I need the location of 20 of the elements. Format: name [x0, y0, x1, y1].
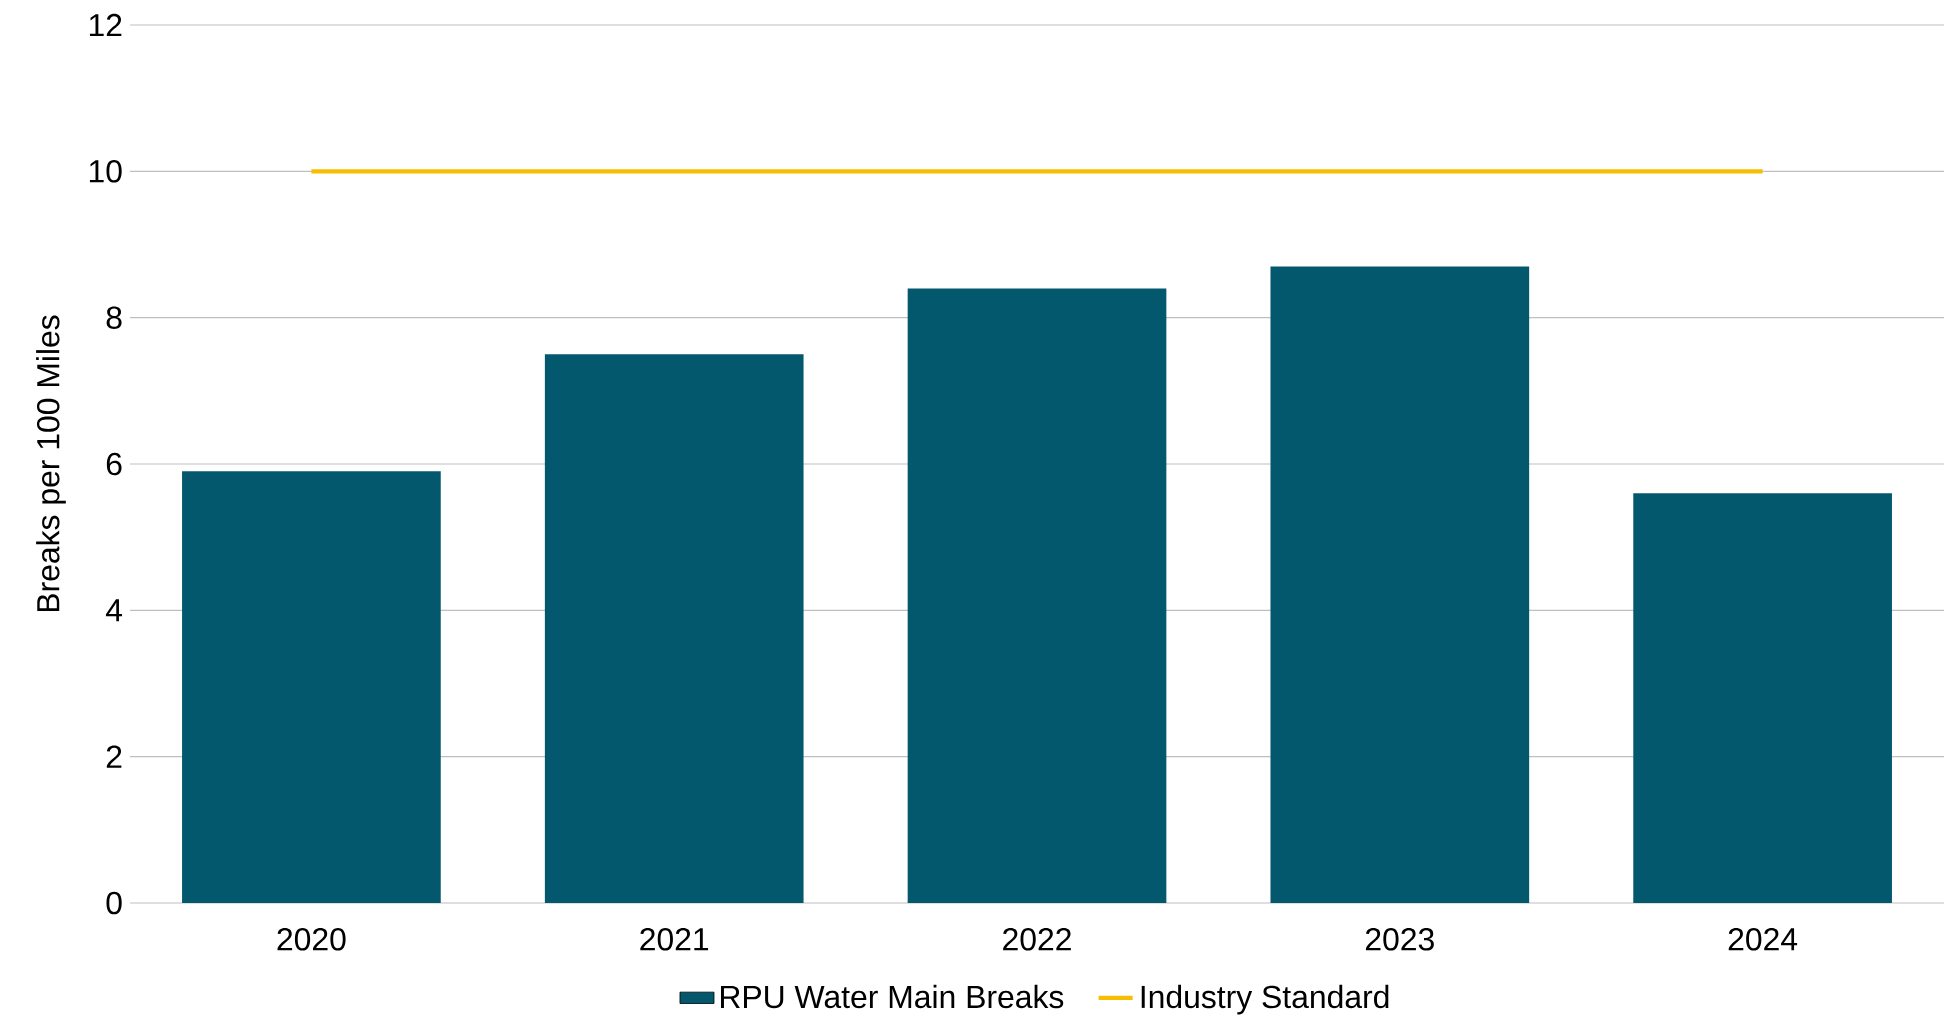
x-tick-label: 2023 — [1365, 928, 1434, 951]
y-tick-label: 2 — [106, 745, 122, 768]
bar — [1270, 266, 1530, 903]
y-tick-label: 10 — [89, 160, 122, 183]
legend-label: Industry Standard — [1141, 984, 1389, 1015]
y-tick-label: 4 — [105, 599, 123, 622]
y-axis-title: Breaks per 100 Miles — [36, 315, 66, 612]
bar — [1633, 493, 1892, 903]
x-tick-label: 2022 — [1003, 928, 1071, 951]
x-tick-label: 2020 — [277, 928, 346, 951]
bar — [907, 288, 1167, 903]
y-tick-label: 0 — [106, 891, 122, 915]
bar — [182, 471, 441, 903]
legend-label: RPU Water Main Breaks — [720, 984, 1064, 1009]
x-tick-label: 2024 — [1728, 928, 1798, 951]
y-tick-label: 12 — [89, 13, 122, 37]
x-tick-label: 2021 — [640, 928, 709, 951]
y-tick-label: 6 — [106, 452, 122, 476]
y-tick-label: 8 — [106, 306, 122, 329]
bar — [544, 354, 804, 903]
